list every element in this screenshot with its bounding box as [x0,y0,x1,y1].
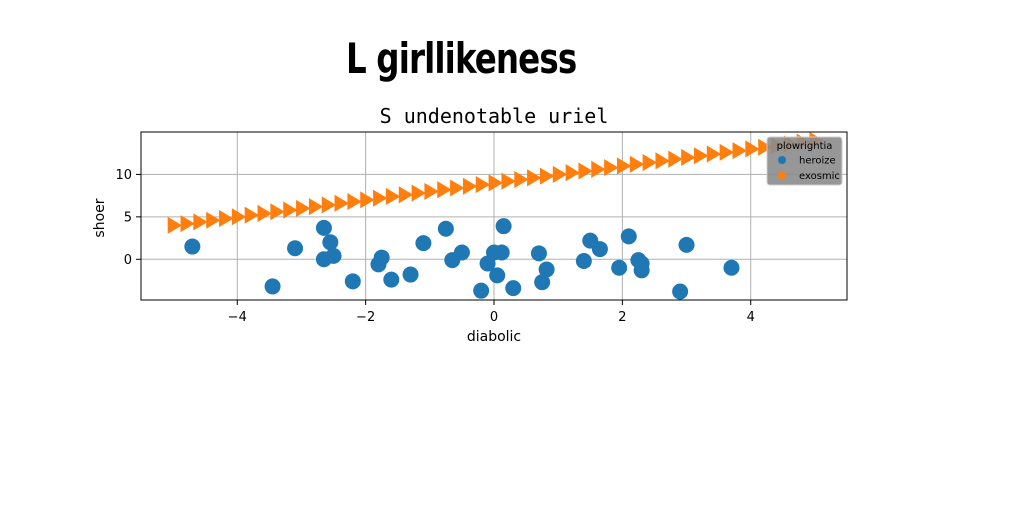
heroize-point [344,273,361,290]
x-tick-label: −4 [228,310,247,325]
exosmic-point [706,145,722,163]
exosmic-point [257,204,272,223]
exosmic-point [334,194,349,212]
x-axis-label: diabolic [467,329,521,345]
exosmic-point [244,206,260,224]
exosmic-point [219,209,234,228]
x-tick-label: −2 [356,310,375,325]
x-tick-label: 0 [490,310,498,325]
heroize-point [322,234,339,251]
exosmic-point [167,216,183,234]
heroize-point [591,241,608,258]
y-tick-label: 0 [124,253,132,268]
exosmic-point [462,177,478,195]
exosmic-point [693,147,709,165]
exosmic-point [732,142,747,160]
exosmic-point [642,153,658,172]
legend: plowrightia heroize exosmic [766,136,843,186]
heroize-point [437,220,454,237]
heroize-point [633,255,650,272]
heroize-point [493,244,510,261]
exosmic-point [283,201,298,219]
y-tick-label: 5 [124,210,132,225]
exosmic-point [527,169,542,187]
exosmic-point [296,199,311,217]
exosmic-point [488,174,503,192]
exosmic-point [424,182,439,200]
exosmic-point [475,176,491,194]
heroize-point [575,252,592,269]
chart-title: S undenotable uriel [380,104,609,128]
heroize-point [505,280,522,297]
x-tick-label: 4 [747,310,755,325]
exosmic-point [745,140,760,158]
heroize-point [611,259,628,276]
exosmic-point [231,208,247,226]
heroize-point [383,271,400,288]
exosmic-point [591,160,606,178]
heroize-point [489,267,506,284]
heroize-point [530,245,547,262]
heroize-point [538,261,555,278]
exosmic-point [616,157,632,175]
exosmic-point [565,164,581,182]
exosmic-point [681,148,696,167]
exosmic-point [578,162,593,180]
heroize-point [184,238,201,255]
exosmic-point [552,165,568,183]
heroize-point [373,249,390,266]
page-title: L girllikeness [346,34,577,83]
heroize-point [678,236,695,253]
heroize-point [672,283,689,300]
exosmic-point [514,170,529,189]
exosmic-point [539,167,555,185]
heroize-point [325,247,342,264]
exosmic-point [206,211,221,229]
heroize-point [287,240,304,257]
exosmic-point [411,184,426,202]
exosmic-point [398,186,414,204]
y-tick-label: 10 [115,168,132,183]
exosmic-point [193,213,208,231]
heroize-point [620,228,637,245]
exosmic-point [450,179,465,197]
exosmic-point [180,215,195,233]
legend-box [766,136,843,186]
heroize-point [415,235,432,252]
legend-marker-heroize [778,156,786,164]
heroize-point [473,282,490,299]
heroize-point [534,274,551,291]
heroize-point [723,259,740,276]
heroize-point [315,219,332,236]
y-axis-label: shoer [92,198,108,237]
exosmic-point [347,193,362,211]
exosmic-point [385,187,401,206]
exosmic-point [360,191,375,209]
exosmic-point [668,150,683,168]
exosmic-point [501,172,516,190]
exosmic-point [308,198,324,216]
legend-marker-exosmic [778,171,786,180]
legend-label-exosmic: exosmic [799,171,840,182]
ticks: −4 −2 0 2 4 0 5 10 [115,168,754,325]
exosmic-point [604,159,619,177]
exosmic-point [270,203,285,221]
exosmic-point [655,152,670,170]
exosmic-point [437,181,452,199]
legend-label-heroize: heroize [799,156,836,167]
legend-title: plowrightia [777,141,833,152]
exosmic-point [719,143,735,161]
exosmic-point [758,138,773,156]
exosmic-point [629,155,645,173]
exosmic-point [321,196,337,214]
x-tick-label: 2 [618,310,626,325]
heroize-point [453,244,470,261]
heroize-point [264,278,281,295]
heroize-point [495,218,512,235]
heroize-point [402,266,419,283]
exosmic-point [373,189,388,207]
